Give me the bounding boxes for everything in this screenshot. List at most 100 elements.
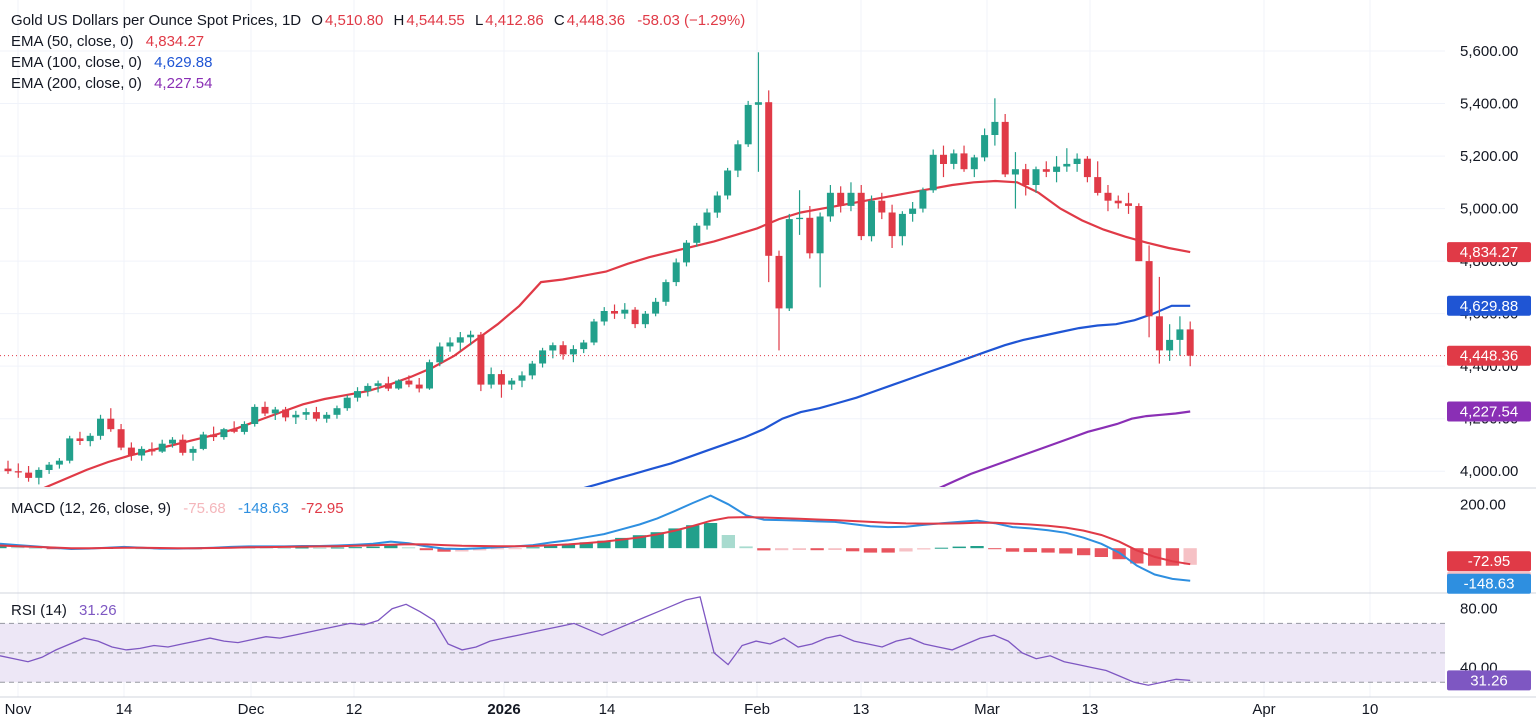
macd-histogram-bar [1094, 548, 1108, 557]
candle [333, 405, 341, 419]
macd-histogram-bar [934, 547, 949, 549]
candle [713, 191, 721, 218]
price-tick-label: 4,000.00 [1460, 463, 1518, 480]
macd-histogram-bar [419, 548, 433, 551]
macd-histogram-bar [703, 523, 718, 549]
macd-line-tag: -148.63 [1447, 573, 1531, 594]
ema100-label: EMA (100, close, 0) [11, 54, 142, 71]
candle [590, 318, 598, 346]
macd-histogram-bar [1077, 548, 1091, 556]
candle [271, 406, 279, 420]
macd-histogram-bar [792, 548, 806, 550]
macd-histogram-bar [46, 548, 60, 550]
ohlc-close-key: C [553, 12, 565, 29]
candle [1011, 152, 1019, 209]
candle [117, 424, 125, 451]
candle [497, 370, 505, 398]
candle [76, 431, 84, 445]
candle-body [641, 313, 649, 325]
candle [467, 330, 475, 346]
candle [826, 185, 834, 222]
macd-histogram-bar [313, 547, 327, 549]
candle-body [251, 406, 259, 424]
candle [929, 149, 937, 193]
price-tags: 4,834.274,629.884,448.364,227.54-72.95-7… [1447, 242, 1531, 691]
candle [45, 462, 53, 474]
candle-body [559, 345, 567, 355]
rsi-legend[interactable]: RSI (14) 31.26 [11, 600, 117, 621]
candle-body [940, 154, 947, 164]
ema100-legend[interactable]: EMA (100, close, 0) 4,629.88 [11, 52, 212, 73]
ema50-legend[interactable]: EMA (50, close, 0) 4,834.27 [11, 31, 204, 52]
candle-body [312, 412, 320, 419]
rsi-pane [0, 596, 1445, 686]
candle [909, 202, 917, 222]
candle [754, 52, 762, 172]
candle-body [796, 217, 804, 220]
candle-body [426, 362, 433, 389]
candle-body [857, 192, 865, 237]
candle [55, 458, 63, 469]
candle-body [611, 311, 618, 314]
candle [1125, 192, 1132, 214]
candle-body [1073, 158, 1081, 164]
candle [261, 401, 269, 417]
x-tick-label: 2026 [487, 701, 520, 718]
candle-body [107, 418, 115, 430]
candle-body [1176, 329, 1184, 340]
ema200-legend[interactable]: EMA (200, close, 0) 4,227.54 [11, 73, 212, 94]
symbol-title: Gold US Dollars per Ounce Spot Prices, 1… [11, 12, 302, 29]
candle-body [765, 102, 773, 256]
macd-signal-tag-text: -72.95 [1468, 553, 1511, 570]
candle [343, 395, 351, 411]
candle-body [364, 385, 372, 392]
candle [796, 190, 804, 235]
ohlc-open-value: 4,510.80 [324, 12, 384, 29]
candle-body [179, 439, 187, 453]
candle-body [600, 311, 608, 322]
macd-histogram-bar [1041, 548, 1055, 553]
ema100-value: 4,629.88 [154, 54, 213, 71]
candle-body [569, 349, 577, 355]
candle [456, 332, 464, 351]
candle-body [950, 153, 958, 164]
candle-body [713, 195, 721, 213]
price-tick-label: 5,000.00 [1460, 201, 1518, 218]
candle-body [775, 255, 783, 309]
candle-body [158, 443, 166, 452]
candle [138, 446, 146, 461]
ohlc-high-key: H [393, 12, 405, 29]
rsi-line [0, 596, 1191, 686]
candle [374, 380, 382, 393]
candle [621, 303, 629, 319]
candle-body [374, 383, 382, 386]
candle [960, 145, 968, 172]
candle [837, 186, 845, 213]
price-tick-label: 5,200.00 [1460, 148, 1518, 165]
macd-histogram-bar [277, 547, 291, 549]
candle-body [1032, 169, 1040, 185]
macd-histogram-bar [952, 546, 966, 549]
macd-histogram-bar [863, 548, 878, 553]
x-tick-label: 14 [116, 701, 133, 718]
ema50-value: 4,834.27 [145, 33, 205, 50]
macd-histogram-bar [721, 535, 735, 549]
candle [672, 258, 680, 287]
candle-body [282, 409, 290, 418]
candle-body [652, 301, 660, 314]
macd-histogram-bar [970, 546, 984, 549]
x-tick-label: 10 [1362, 701, 1379, 718]
rsi-tag-text: 31.26 [1470, 672, 1508, 689]
candle [240, 421, 248, 435]
candle [97, 414, 104, 440]
candle-body [672, 262, 680, 283]
ema200-price-tag-text: 4,227.54 [1460, 404, 1518, 421]
macd-legend[interactable]: MACD (12, 26, close, 9) -75.68 -148.63 -… [11, 498, 344, 519]
ema100-price-tag-bg [1447, 295, 1531, 316]
macd-histogram-bar [775, 548, 789, 551]
candle-body [97, 418, 104, 436]
candle-body [415, 384, 423, 389]
candle [857, 185, 865, 241]
macd-histogram-bar [1023, 548, 1037, 553]
